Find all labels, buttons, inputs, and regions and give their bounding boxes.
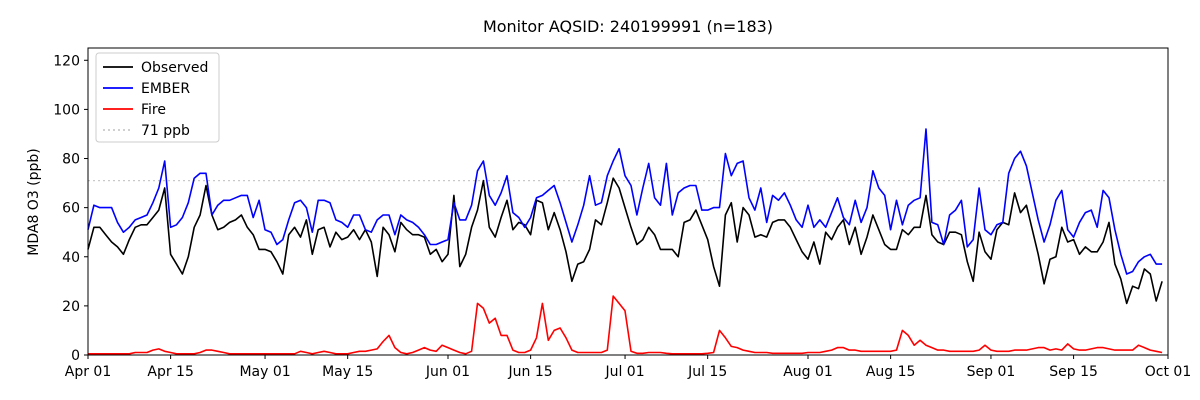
x-tick-label: Sep 01 [967,364,1016,380]
x-tick-label: Aug 15 [866,364,916,380]
chart-title: Monitor AQSID: 240199991 (n=183) [483,17,773,36]
plot-area: 0 20 40 60 80 100 120 Apr 01 Apr 15 May 01 May 15 J… [53,47,1191,380]
y-tick-label: 20 [62,299,80,315]
series-line-observed [87,177,1163,305]
y-tick-label: 60 [62,201,80,217]
series-line-fire [88,295,1163,355]
x-tick-label: May 15 [322,364,373,380]
x-tick-label: Oct 01 [1145,364,1191,380]
series-line-ember [87,128,1163,275]
x-tick-label: Jul 01 [604,364,644,380]
legend-label-71-ppb: 71 ppb [141,123,190,139]
x-tick-label: Apr 15 [147,364,193,380]
legend-label-observed: Observed [141,60,208,76]
x-tick-label: Sep 15 [1049,364,1098,380]
legend-box [95,52,220,143]
y-tick-label: 100 [53,102,80,118]
x-tick-label: Apr 01 [65,364,111,380]
x-tick-label: May 01 [239,364,290,380]
y-tick-label: 120 [53,53,80,69]
x-tick-label: Aug 01 [783,364,833,380]
y-tick-label: 80 [62,152,80,168]
y-tick-label: 40 [62,250,80,266]
x-tick-label: Jul 15 [687,364,727,380]
legend-label-fire: Fire [141,102,166,118]
y-tick-label: 0 [71,348,80,364]
y-axis-label: MDA8 O3 (ppb) [26,148,42,256]
x-tick-label: Jun 15 [508,364,553,380]
plot-frame [87,47,1169,356]
x-tick-label: Jun 01 [425,364,470,380]
legend-label-ember: EMBER [141,81,190,97]
